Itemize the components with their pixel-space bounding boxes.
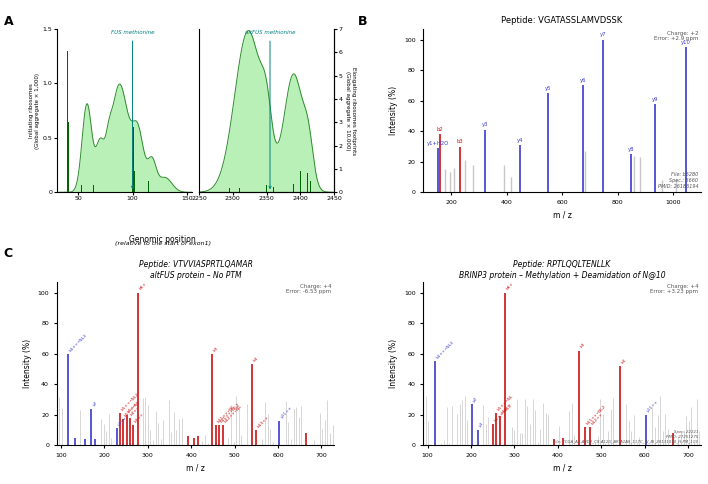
Y-axis label: Initiating ribosomes
(Global aggregate × 1,000): Initiating ribosomes (Global aggregate ×… (29, 73, 40, 149)
Text: b4++: b4++ (130, 405, 142, 416)
Y-axis label: Intensity (%): Intensity (%) (389, 339, 399, 388)
Text: y3: y3 (481, 122, 488, 127)
Text: b3: b3 (580, 343, 586, 349)
X-axis label: m / z: m / z (553, 211, 571, 219)
Text: y3: y3 (479, 422, 485, 428)
Text: y3++: y3++ (117, 415, 129, 427)
Text: Charge: +4
Error: +3.23 ppm: Charge: +4 Error: +3.23 ppm (650, 284, 698, 294)
Text: b6+: b6+ (506, 282, 515, 291)
Text: FUS methionine: FUS methionine (110, 30, 154, 188)
Text: y11++: y11++ (280, 406, 293, 419)
Text: File: b5280
Spec.: 5660
PMID: 26186194: File: b5280 Spec.: 5660 PMID: 26186194 (658, 172, 698, 189)
Text: b11++•NL2: b11++•NL2 (585, 404, 607, 425)
Text: Genomic position: Genomic position (130, 235, 196, 244)
Y-axis label: Intensity (%): Intensity (%) (389, 86, 399, 135)
Text: y9: y9 (652, 96, 658, 102)
Text: b4: b4 (252, 356, 259, 363)
Text: altFUS methionine: altFUS methionine (245, 30, 295, 188)
Text: b1++•NL3: b1++•NL3 (69, 333, 88, 352)
Y-axis label: Elongating ribosomes footprints
(Global aggregate × 10,000): Elongating ribosomes footprints (Global … (346, 67, 356, 155)
Text: b5++•NL2: b5++•NL2 (121, 392, 141, 412)
Text: C: C (4, 247, 13, 260)
Text: b13++: b13++ (257, 415, 270, 428)
Text: b3: b3 (457, 139, 463, 144)
Text: y1+H2O: y1+H2O (426, 141, 449, 146)
Text: y2: y2 (472, 396, 479, 403)
Title: Peptide: VGATASSLAMVDSSK: Peptide: VGATASSLAMVDSSK (501, 16, 623, 26)
Text: y6: y6 (580, 78, 586, 83)
Text: b5++: b5++ (500, 403, 512, 415)
Text: y10: y10 (681, 40, 691, 45)
Text: b12++: b12++ (590, 412, 605, 425)
Text: b11++•NL2: b11++•NL2 (219, 402, 241, 424)
Y-axis label: Intensity (%): Intensity (%) (23, 339, 32, 388)
Text: b5++•NL: b5++•NL (496, 394, 514, 412)
X-axis label: m / z: m / z (186, 464, 205, 472)
Title: Peptide: RPTLQQLTENLLK
BRINP3 protein – Methylation + Deamidation of N@10: Peptide: RPTLQQLTENLLK BRINP3 protein – … (459, 260, 666, 280)
Text: B: B (358, 15, 367, 28)
Text: y8: y8 (628, 147, 634, 152)
Text: b3++: b3++ (133, 412, 145, 424)
Text: b2: b2 (437, 127, 443, 132)
Text: b5++•NL: b5++•NL (124, 400, 142, 418)
Text: b1++•NL3: b1++•NL3 (435, 340, 455, 360)
Text: Charge: +2
Error: +2.9 ppm: Charge: +2 Error: +2.9 ppm (653, 30, 698, 42)
Text: y11++: y11++ (646, 400, 660, 413)
Text: b4: b4 (620, 358, 627, 364)
X-axis label: m / z: m / z (553, 464, 571, 472)
Text: b5++: b5++ (127, 401, 139, 413)
Title: Peptide: VTVVIASPRTLQAMAR
altFUS protein – No PTM: Peptide: VTVVIASPRTLQAMAR altFUS protein… (139, 260, 253, 280)
Text: b11++•NL: b11++•NL (217, 404, 236, 424)
Text: (relative to the start of exon1): (relative to the start of exon1) (115, 241, 211, 246)
Text: A: A (4, 15, 13, 28)
Text: b6+: b6+ (139, 282, 148, 291)
Text: b5++•NL2: b5++•NL2 (493, 403, 513, 423)
Text: b12++•NL: b12++•NL (223, 404, 243, 424)
Text: y5: y5 (544, 86, 551, 91)
Text: b3: b3 (212, 346, 219, 352)
Text: y7: y7 (600, 32, 607, 37)
Text: y2: y2 (92, 401, 98, 407)
Text: y4: y4 (517, 137, 523, 143)
Text: Charge: +4
Error: -6.53 ppm: Charge: +4 Error: -6.53 ppm (286, 284, 331, 294)
Text: Spec: 22221
PMID: 27251275
File: TCGA_A2-A0D2_C8-A12U_AR-A1AS_117C_W_BI_20131010: Spec: 22221 PMID: 27251275 File: TCGA_A2… (554, 430, 698, 444)
